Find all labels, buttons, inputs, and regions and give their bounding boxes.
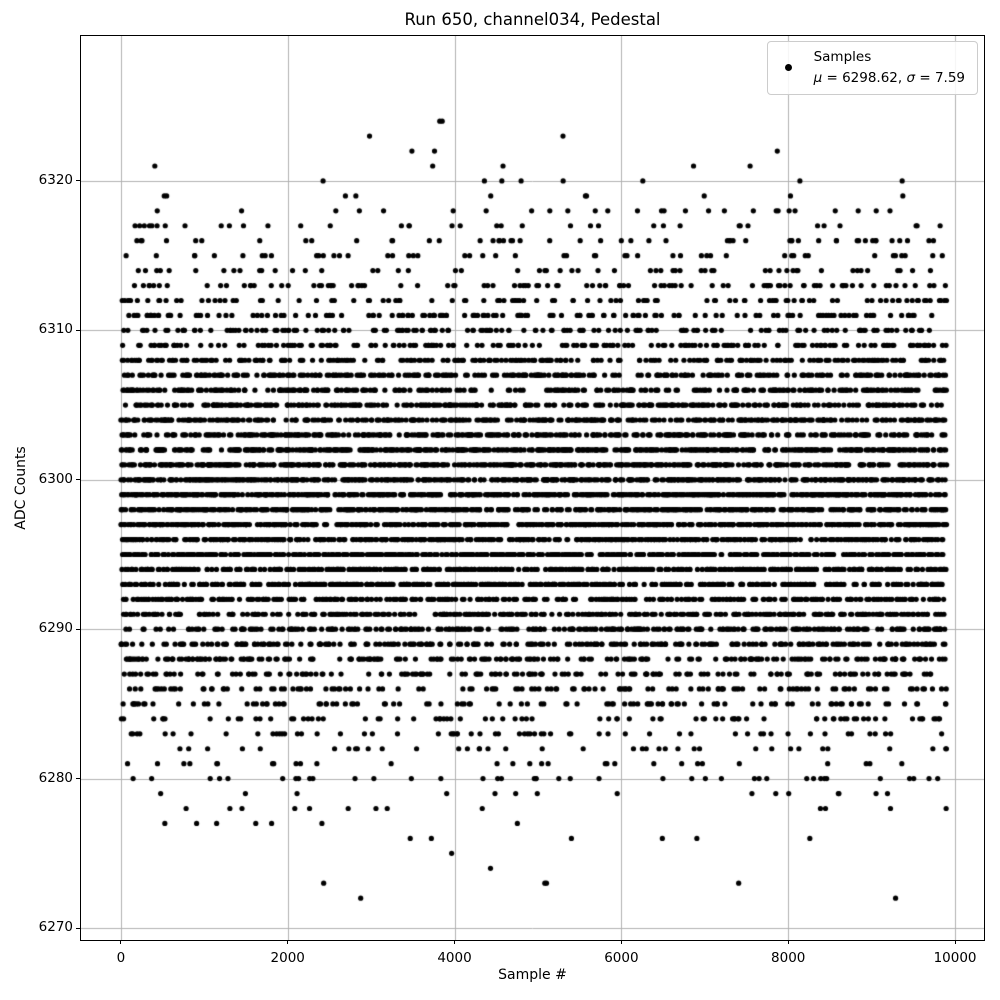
- legend-series-name: Samples: [813, 49, 872, 65]
- legend-text: Samples μ = 6298.62, σ = 7.59: [814, 47, 965, 89]
- y-tick-mark: [76, 778, 80, 780]
- x-tick-label: 8000: [771, 950, 806, 966]
- y-tick-label: 6300: [38, 470, 73, 487]
- y-tick-label: 6320: [38, 171, 73, 188]
- x-tick-label: 10000: [933, 950, 977, 966]
- y-tick-label: 6290: [38, 620, 73, 637]
- x-tick-mark: [120, 940, 122, 944]
- y-tick-label: 6270: [38, 919, 73, 936]
- y-tick-label: 6310: [38, 321, 73, 338]
- x-tick-mark: [287, 940, 289, 944]
- legend-stats-mu-value: = 6298.62,: [822, 69, 907, 86]
- y-tick-mark: [76, 479, 80, 481]
- x-tick-mark: [787, 940, 789, 944]
- legend-stats-sigma-value: = 7.59: [915, 69, 965, 86]
- x-tick-label: 2000: [270, 950, 305, 966]
- legend-stats-mu-symbol: μ: [813, 69, 823, 86]
- legend-stats: μ = 6298.62, σ = 7.59: [814, 68, 965, 89]
- y-tick-mark: [76, 180, 80, 182]
- y-tick-mark: [76, 628, 80, 630]
- x-tick-mark: [954, 940, 956, 944]
- x-tick-label: 0: [116, 950, 126, 966]
- scatter-canvas: [81, 36, 984, 940]
- y-tick-label: 6280: [38, 769, 73, 786]
- x-tick-label: 6000: [604, 950, 639, 966]
- x-tick-label: 4000: [437, 950, 472, 966]
- x-axis-label: Sample #: [498, 967, 567, 983]
- y-tick-mark: [76, 329, 80, 331]
- y-axis-label: ADC Counts: [13, 446, 29, 530]
- x-tick-mark: [620, 940, 622, 944]
- legend-marker-dot: [784, 64, 792, 72]
- legend-stats-sigma-symbol: σ: [906, 69, 916, 86]
- plot-area: Samples μ = 6298.62, σ = 7.59: [80, 35, 985, 941]
- x-tick-mark: [454, 940, 456, 944]
- y-tick-mark: [76, 927, 80, 929]
- legend: Samples μ = 6298.62, σ = 7.59: [766, 41, 978, 95]
- chart-title: Run 650, channel034, Pedestal: [404, 10, 661, 29]
